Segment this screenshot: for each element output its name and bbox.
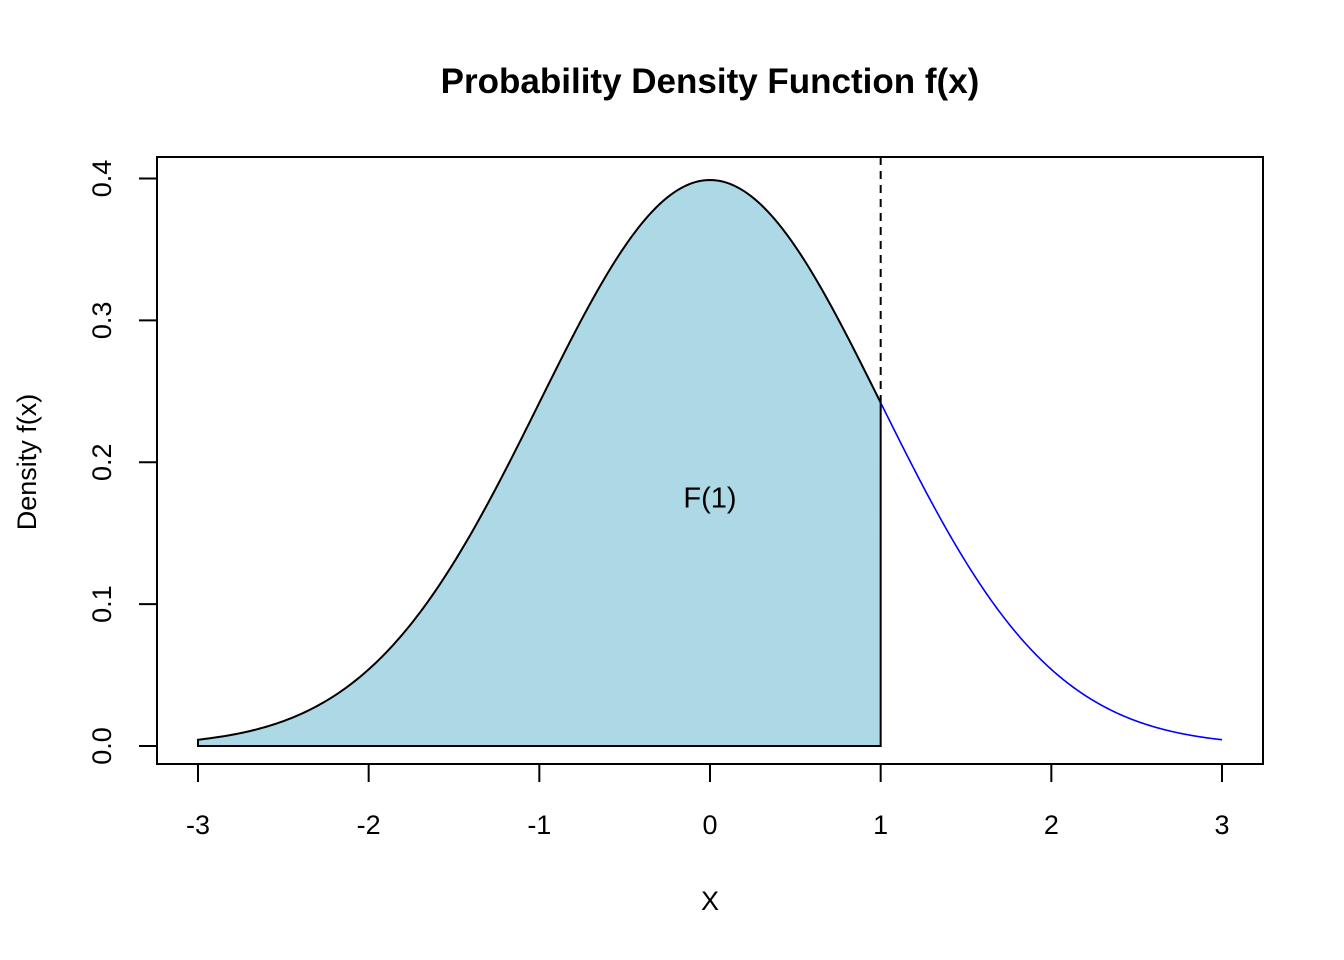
plot-area: -3 -2 -1 0 1 2 3 0.0 0.1 0.2 0.3 0.4 xyxy=(87,156,1264,840)
annotation-label: F(1) xyxy=(683,483,736,515)
chart-title: Probability Density Function f(x) xyxy=(441,62,980,101)
x-tick-label: 0 xyxy=(702,810,717,840)
x-tick-label: 3 xyxy=(1214,810,1229,840)
y-axis-label: Density f(x) xyxy=(12,394,42,531)
x-tick-label: -3 xyxy=(186,810,210,840)
x-tick-label: 1 xyxy=(873,810,888,840)
x-tick-label: -2 xyxy=(357,810,381,840)
y-tick-label: 0.1 xyxy=(87,585,117,623)
y-tick-label: 0.3 xyxy=(87,302,117,340)
shaded-area-polygon xyxy=(197,178,882,747)
y-tick-label: 0.2 xyxy=(87,443,117,481)
x-tick-label: -1 xyxy=(527,810,551,840)
y-tick-label: 0.0 xyxy=(87,727,117,765)
y-tick-label: 0.4 xyxy=(87,160,117,198)
x-tick-label: 2 xyxy=(1044,810,1059,840)
x-axis-label: X xyxy=(701,886,719,916)
right-tail-curve xyxy=(879,402,1223,741)
